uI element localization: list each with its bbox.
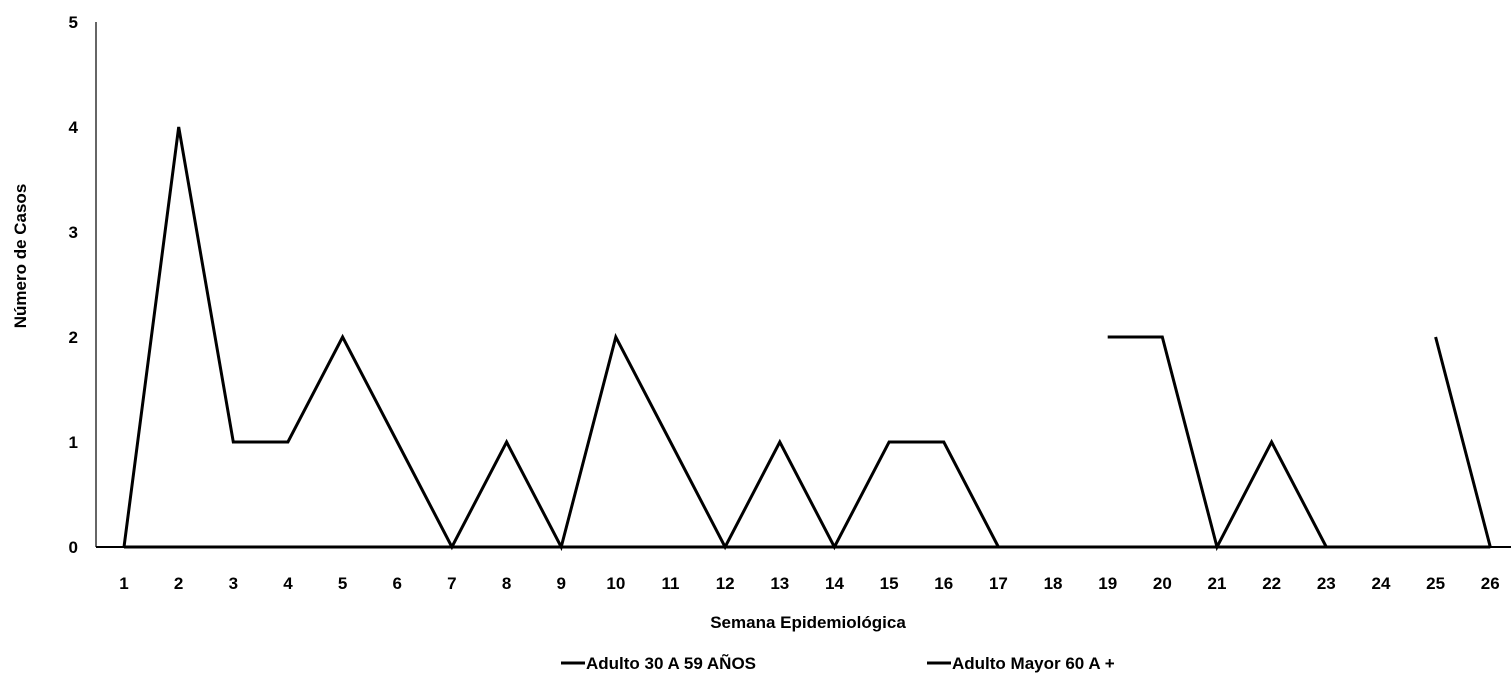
x-axis-title: Semana Epidemiológica [710, 613, 906, 632]
x-tick-label: 12 [716, 574, 735, 593]
y-tick-label: 1 [69, 433, 78, 452]
x-tick-label: 15 [880, 574, 899, 593]
x-tick-label: 5 [338, 574, 347, 593]
x-tick-label: 7 [447, 574, 456, 593]
x-tick-label: 24 [1371, 574, 1390, 593]
x-tick-label: 14 [825, 574, 844, 593]
x-tick-label: 16 [934, 574, 953, 593]
x-tick-label: 3 [229, 574, 238, 593]
x-tick-label: 1 [119, 574, 128, 593]
y-tick-label: 0 [69, 538, 78, 557]
y-tick-label: 3 [69, 223, 78, 242]
x-tick-label: 17 [989, 574, 1008, 593]
x-tick-label: 10 [606, 574, 625, 593]
x-tick-label: 2 [174, 574, 183, 593]
y-tick-labels: 0 1 2 3 4 5 [69, 13, 79, 557]
x-tick-label: 11 [662, 574, 680, 593]
x-tick-label: 6 [393, 574, 402, 593]
x-tick-label: 26 [1481, 574, 1500, 593]
y-tick-label: 2 [69, 328, 78, 347]
y-tick-label: 5 [69, 13, 78, 32]
x-tick-label: 8 [502, 574, 511, 593]
x-tick-labels: 1 2 3 4 5 6 7 8 9 10 11 12 13 14 15 16 17 18 19 20 21 22 23 24 2… [119, 574, 1499, 593]
series-lines [122, 126, 1492, 552]
x-tick-label: 23 [1317, 574, 1336, 593]
y-tick-label: 4 [69, 118, 79, 137]
x-tick-label: 13 [770, 574, 789, 593]
legend: Adulto 30 A 59 AÑOS Adulto Mayor 60 A + [561, 653, 1115, 673]
series-line-1 [122, 126, 1492, 552]
x-tick-label: 9 [556, 574, 565, 593]
legend-label-1: Adulto 30 A 59 AÑOS [586, 653, 756, 673]
legend-item-2: Adulto Mayor 60 A + [927, 654, 1115, 673]
x-tick-label: 19 [1098, 574, 1117, 593]
y-axis-title: Número de Casos [11, 184, 30, 329]
x-tick-label: 25 [1426, 574, 1445, 593]
legend-item-1: Adulto 30 A 59 AÑOS [561, 653, 756, 673]
x-tick-label: 22 [1262, 574, 1281, 593]
x-tick-label: 21 [1208, 574, 1227, 593]
legend-label-2: Adulto Mayor 60 A + [952, 654, 1115, 673]
x-tick-label: 4 [283, 574, 293, 593]
x-tick-label: 20 [1153, 574, 1172, 593]
x-tick-label: 18 [1044, 574, 1063, 593]
